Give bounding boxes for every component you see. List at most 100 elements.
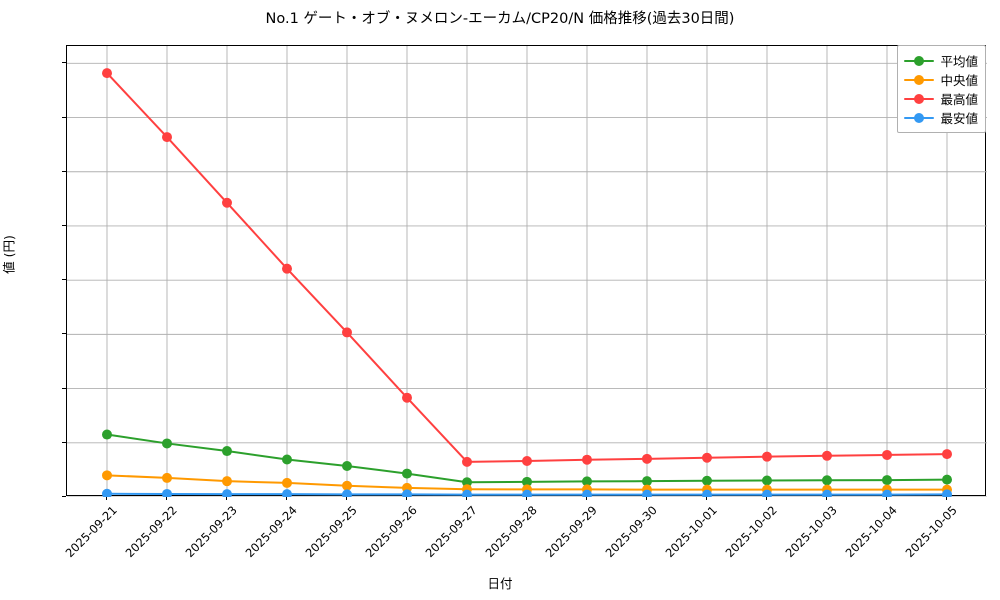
x-tick-label: 2025-09-22 bbox=[122, 503, 180, 561]
x-axis-label: 日付 bbox=[487, 576, 513, 591]
legend-marker-dot bbox=[914, 112, 925, 123]
x-tick-mark bbox=[586, 496, 587, 500]
data-point-marker bbox=[882, 449, 892, 460]
legend-marker-dot bbox=[914, 74, 925, 85]
x-tick-label: 2025-10-03 bbox=[782, 503, 840, 561]
y-tick-mark bbox=[62, 62, 66, 64]
chart-legend: 平均値中央値最高値最安値 bbox=[897, 45, 986, 133]
data-point-marker bbox=[522, 476, 532, 487]
data-point-marker bbox=[102, 488, 112, 497]
data-point-marker bbox=[462, 456, 472, 467]
x-tick-label: 2025-09-23 bbox=[182, 503, 240, 561]
legend-marker-dot bbox=[914, 93, 925, 104]
data-point-marker bbox=[342, 489, 352, 497]
data-point-marker bbox=[222, 489, 232, 497]
data-point-marker bbox=[342, 460, 352, 471]
x-tick-label: 2025-10-01 bbox=[662, 503, 720, 561]
y-tick-mark bbox=[62, 224, 66, 226]
data-point-marker bbox=[222, 197, 232, 208]
x-tick-mark bbox=[226, 496, 227, 500]
legend-label: 最高値 bbox=[940, 92, 978, 107]
x-tick-mark bbox=[166, 496, 167, 500]
data-point-marker bbox=[102, 429, 112, 440]
y-tick-mark bbox=[62, 116, 66, 118]
x-tick-mark bbox=[886, 496, 887, 500]
data-point-marker bbox=[342, 480, 352, 491]
y-axis-label: 値 (円) bbox=[1, 235, 17, 274]
data-point-marker bbox=[462, 489, 472, 497]
data-point-marker bbox=[282, 454, 292, 465]
data-point-marker bbox=[162, 488, 172, 497]
data-point-marker bbox=[582, 476, 592, 487]
data-point-marker bbox=[402, 489, 412, 497]
data-point-marker bbox=[822, 450, 832, 461]
legend-marker-dot bbox=[914, 55, 925, 66]
data-point-marker bbox=[642, 489, 652, 497]
data-point-marker bbox=[642, 476, 652, 487]
data-point-marker bbox=[582, 454, 592, 465]
x-tick-label: 2025-10-02 bbox=[722, 503, 780, 561]
y-tick-mark bbox=[62, 441, 66, 443]
x-tick-label: 2025-10-04 bbox=[842, 503, 900, 561]
x-tick-mark bbox=[706, 496, 707, 500]
y-tick-mark bbox=[62, 170, 66, 172]
x-tick-label: 2025-09-30 bbox=[602, 503, 660, 561]
legend-item[interactable]: 最安値 bbox=[904, 108, 978, 127]
data-point-marker bbox=[822, 489, 832, 497]
x-tick-mark bbox=[286, 496, 287, 500]
legend-swatch-icon bbox=[904, 112, 935, 124]
x-tick-label: 2025-09-24 bbox=[242, 503, 300, 561]
data-point-marker bbox=[342, 327, 352, 338]
legend-item[interactable]: 中央値 bbox=[904, 70, 978, 89]
data-point-marker bbox=[222, 446, 232, 457]
data-point-marker bbox=[522, 456, 532, 467]
data-point-marker bbox=[942, 489, 952, 497]
x-tick-mark bbox=[346, 496, 347, 500]
x-tick-mark bbox=[466, 496, 467, 500]
data-point-marker bbox=[642, 453, 652, 464]
series-canvas bbox=[67, 46, 987, 497]
x-tick-label: 2025-09-27 bbox=[422, 503, 480, 561]
data-point-marker bbox=[162, 472, 172, 483]
data-point-marker bbox=[762, 451, 772, 462]
data-point-marker bbox=[882, 489, 892, 497]
x-tick-mark bbox=[646, 496, 647, 500]
x-tick-mark bbox=[946, 496, 947, 500]
y-tick-mark bbox=[62, 333, 66, 335]
legend-label: 最安値 bbox=[940, 111, 978, 126]
data-point-marker bbox=[762, 489, 772, 497]
y-tick-mark bbox=[62, 387, 66, 389]
x-tick-mark bbox=[106, 496, 107, 500]
legend-label: 平均値 bbox=[940, 54, 978, 69]
data-point-marker bbox=[162, 438, 172, 449]
plot-area bbox=[66, 45, 987, 497]
legend-item[interactable]: 最高値 bbox=[904, 89, 978, 108]
x-tick-label: 2025-09-26 bbox=[362, 503, 420, 561]
data-point-marker bbox=[942, 449, 952, 460]
data-point-marker bbox=[282, 489, 292, 497]
data-point-marker bbox=[942, 474, 952, 485]
data-point-marker bbox=[582, 489, 592, 497]
chart-title: No.1 ゲート・オブ・ヌメロン-エーカム/CP20/N 価格推移(過去30日間… bbox=[265, 11, 735, 27]
data-point-marker bbox=[282, 263, 292, 274]
data-point-marker bbox=[162, 132, 172, 143]
x-tick-label: 2025-09-25 bbox=[302, 503, 360, 561]
data-point-marker bbox=[762, 475, 772, 486]
data-point-marker bbox=[462, 477, 472, 488]
data-point-marker bbox=[522, 489, 532, 497]
data-point-marker bbox=[222, 476, 232, 487]
x-tick-mark bbox=[406, 496, 407, 500]
legend-label: 中央値 bbox=[940, 73, 978, 88]
data-point-marker bbox=[402, 392, 412, 403]
legend-item[interactable]: 平均値 bbox=[904, 51, 978, 70]
data-point-marker bbox=[402, 468, 412, 479]
data-point-marker bbox=[702, 475, 712, 486]
x-tick-mark bbox=[766, 496, 767, 500]
data-point-marker bbox=[822, 475, 832, 486]
x-tick-label: 2025-09-29 bbox=[542, 503, 600, 561]
data-point-marker bbox=[882, 475, 892, 486]
x-tick-label: 2025-10-05 bbox=[902, 503, 960, 561]
x-tick-mark bbox=[526, 496, 527, 500]
data-point-marker bbox=[702, 489, 712, 497]
data-point-marker bbox=[102, 470, 112, 481]
